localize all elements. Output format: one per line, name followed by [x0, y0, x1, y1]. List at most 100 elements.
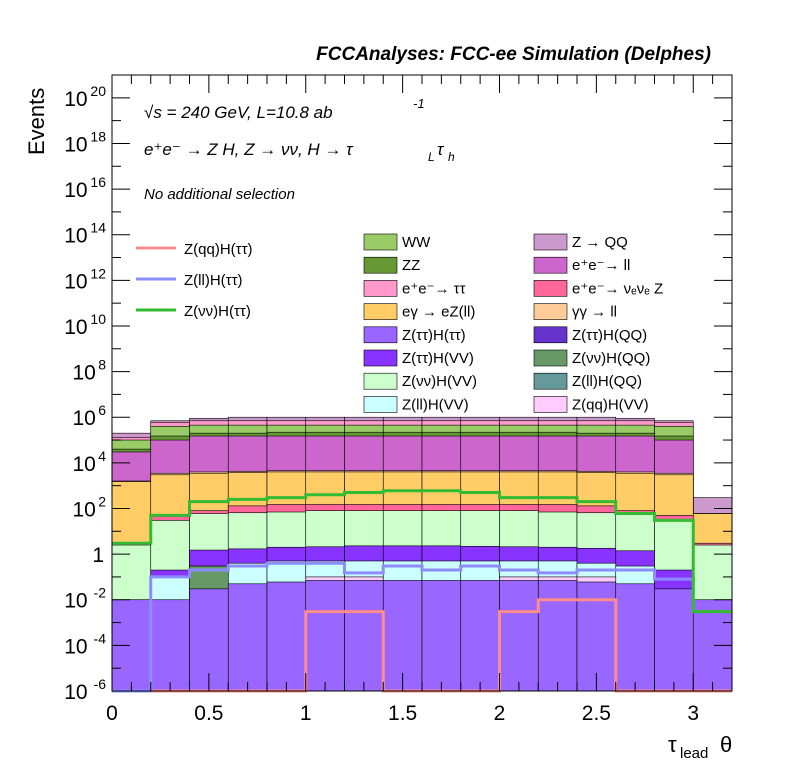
- process-tau: τ: [437, 140, 445, 159]
- legend-bkg-swatch: [533, 372, 568, 390]
- y-tick-label-exp: 12: [90, 265, 106, 281]
- y-tick-label: 1: [92, 544, 104, 567]
- x-tick-label: 2.5: [582, 702, 611, 725]
- bar-z-h--bin-11: [537, 580, 578, 692]
- legend-signal-label: Z(qq)H(ττ): [184, 241, 253, 258]
- y-tick-label: 810: [72, 357, 106, 385]
- process-sub-h: h: [448, 150, 455, 164]
- y-tick-label-base: 10: [64, 590, 87, 613]
- legend-bkg-label: Z(νν)H(VV): [402, 373, 477, 390]
- legend-bkg-label: Z(νν)H(QQ): [572, 350, 650, 367]
- y-tick-label-exp: 4: [98, 448, 106, 464]
- legend-bkg-swatch: [363, 233, 398, 251]
- y-tick-label: 610: [72, 402, 106, 430]
- y-tick-label: 410: [72, 448, 106, 476]
- y-tick-label-base: 10: [72, 453, 95, 476]
- legend-bkg-swatch: [363, 256, 398, 274]
- lumi-exponent: -1: [413, 96, 425, 111]
- x-tick-label: 0.5: [194, 702, 223, 725]
- y-tick-label-exp: 16: [90, 174, 106, 190]
- y-tick-label-exp: 14: [90, 220, 106, 236]
- annotation-process: e⁺e⁻ → Z H, Z → νν, H → τ L τ h: [144, 140, 455, 164]
- y-tick-label-exp: 18: [90, 128, 106, 144]
- y-tick-label-base: 10: [72, 498, 95, 521]
- legend-bkg-label: e⁺e⁻→ ττ: [402, 280, 466, 297]
- legend-signal-label: Z(ll)H(ττ): [184, 272, 243, 289]
- y-tick-label-base: 10: [64, 225, 87, 248]
- legend-bkg-swatch: [363, 303, 398, 320]
- bar-z-h--bin-1: [150, 599, 190, 692]
- legend-bkg-label: ZZ: [402, 257, 420, 274]
- legend-bkg-swatch: [533, 256, 568, 274]
- legend-bkg-swatch: [363, 280, 398, 297]
- bar-z-h--bin-14: [654, 588, 694, 692]
- y-tick-label-base: 10: [64, 179, 87, 202]
- legend-bkg-label: Z(ττ)H(ττ): [402, 327, 466, 344]
- y-tick-label-exp: 8: [98, 357, 106, 373]
- legend-bkg-label: e⁺e⁻→ ll: [572, 257, 630, 274]
- bar-z-h--bin-8: [421, 580, 462, 692]
- x-tick-label: 3: [687, 702, 699, 725]
- bar-z-h--bin-10: [499, 580, 539, 692]
- legend-bkg-label: eγ → eZ(ll): [402, 304, 475, 321]
- bar-z-h--bin-5: [305, 580, 345, 692]
- legend-bkg-label: Z(qq)H(VV): [572, 396, 649, 413]
- legend-signals: Z(qq)H(ττ) Z(ll)H(ττ) Z(νν)H(ττ): [136, 241, 253, 320]
- legend-bkg-swatch: [533, 280, 568, 297]
- legend-bkg-label: Z → QQ: [572, 234, 628, 251]
- legend-bkg-label: Z(ll)H(QQ): [572, 373, 642, 390]
- y-tick-label: 210: [72, 493, 106, 521]
- y-tick-label-base: 10: [64, 270, 87, 293]
- y-tick-label-base: 10: [64, 133, 87, 156]
- x-tick-labels: 0 0.5 1 1.5 2 2.5 3: [106, 702, 699, 725]
- y-tick-label: -6 10: [64, 676, 106, 704]
- legend-bkg-swatch: [533, 349, 568, 367]
- x-axis-label-sub: lead: [680, 745, 708, 762]
- x-axis-label-suffix: θ: [720, 732, 732, 757]
- y-tick-label-exp: 20: [90, 83, 106, 99]
- legend-bkg-label: Z(ll)H(VV): [402, 396, 469, 413]
- axis-ticks: [111, 74, 733, 692]
- y-tick-label-base: 10: [64, 635, 87, 658]
- legend-bkg-swatch: [363, 396, 398, 413]
- bar-z-h--bin-4: [266, 581, 307, 692]
- bar-z-h--bin-13: [615, 583, 655, 692]
- y-tick-labels: 2010181016101410121010108106104102101-21…: [64, 83, 106, 704]
- legend-signal-label: Z(νν)H(ττ): [184, 303, 251, 320]
- y-tick-label-base: 10: [64, 88, 87, 111]
- y-axis-label: Events: [24, 88, 49, 155]
- legend-bkg-swatch: [533, 326, 568, 344]
- y-tick-label: -2 10: [64, 585, 106, 613]
- x-axis-label-main: τ: [668, 732, 677, 757]
- process-text: e⁺e⁻ → Z H, Z → νν, H → τ: [144, 140, 354, 159]
- legend-bkg-swatch: [363, 349, 398, 367]
- legend-bkg-swatch: [363, 372, 398, 390]
- y-tick-label-base: 10: [64, 681, 87, 704]
- annotation-energy: √s = 240 GeV, L=10.8 ab -1: [144, 96, 425, 122]
- y-tick-label-exp: 10: [90, 311, 106, 327]
- y-tick-label-exp: -4: [94, 630, 107, 646]
- histogram-stack: [111, 416, 733, 692]
- y-tick-label-base: 10: [72, 407, 95, 430]
- sqrt-s-text: √s = 240 GeV, L=10.8 ab: [144, 103, 333, 122]
- y-tick-label: -4 10: [64, 630, 106, 658]
- y-tick-label-base: 10: [64, 316, 87, 339]
- x-tick-label: 2: [494, 702, 506, 725]
- x-axis-label: τ lead θ: [668, 732, 732, 762]
- legend-bkg-label: e⁺e⁻→ νₑνₑ Z: [572, 280, 663, 297]
- legend-backgrounds: WW ZZ e⁺e⁻→ ττ eγ → eZ(ll) Z(ττ)H(ττ) Z(ττ)H(…: [363, 233, 663, 413]
- header-title: FCCAnalyses: FCC-ee Simulation (Delphes): [316, 44, 711, 65]
- y-tick-label-exp: 2: [98, 493, 106, 509]
- legend-bkg-label: WW: [402, 234, 431, 251]
- process-sub-l: L: [428, 150, 435, 164]
- legend-bkg-swatch: [533, 303, 568, 320]
- y-tick-label-base: 10: [72, 362, 95, 385]
- y-tick-label-base: 1: [92, 544, 104, 567]
